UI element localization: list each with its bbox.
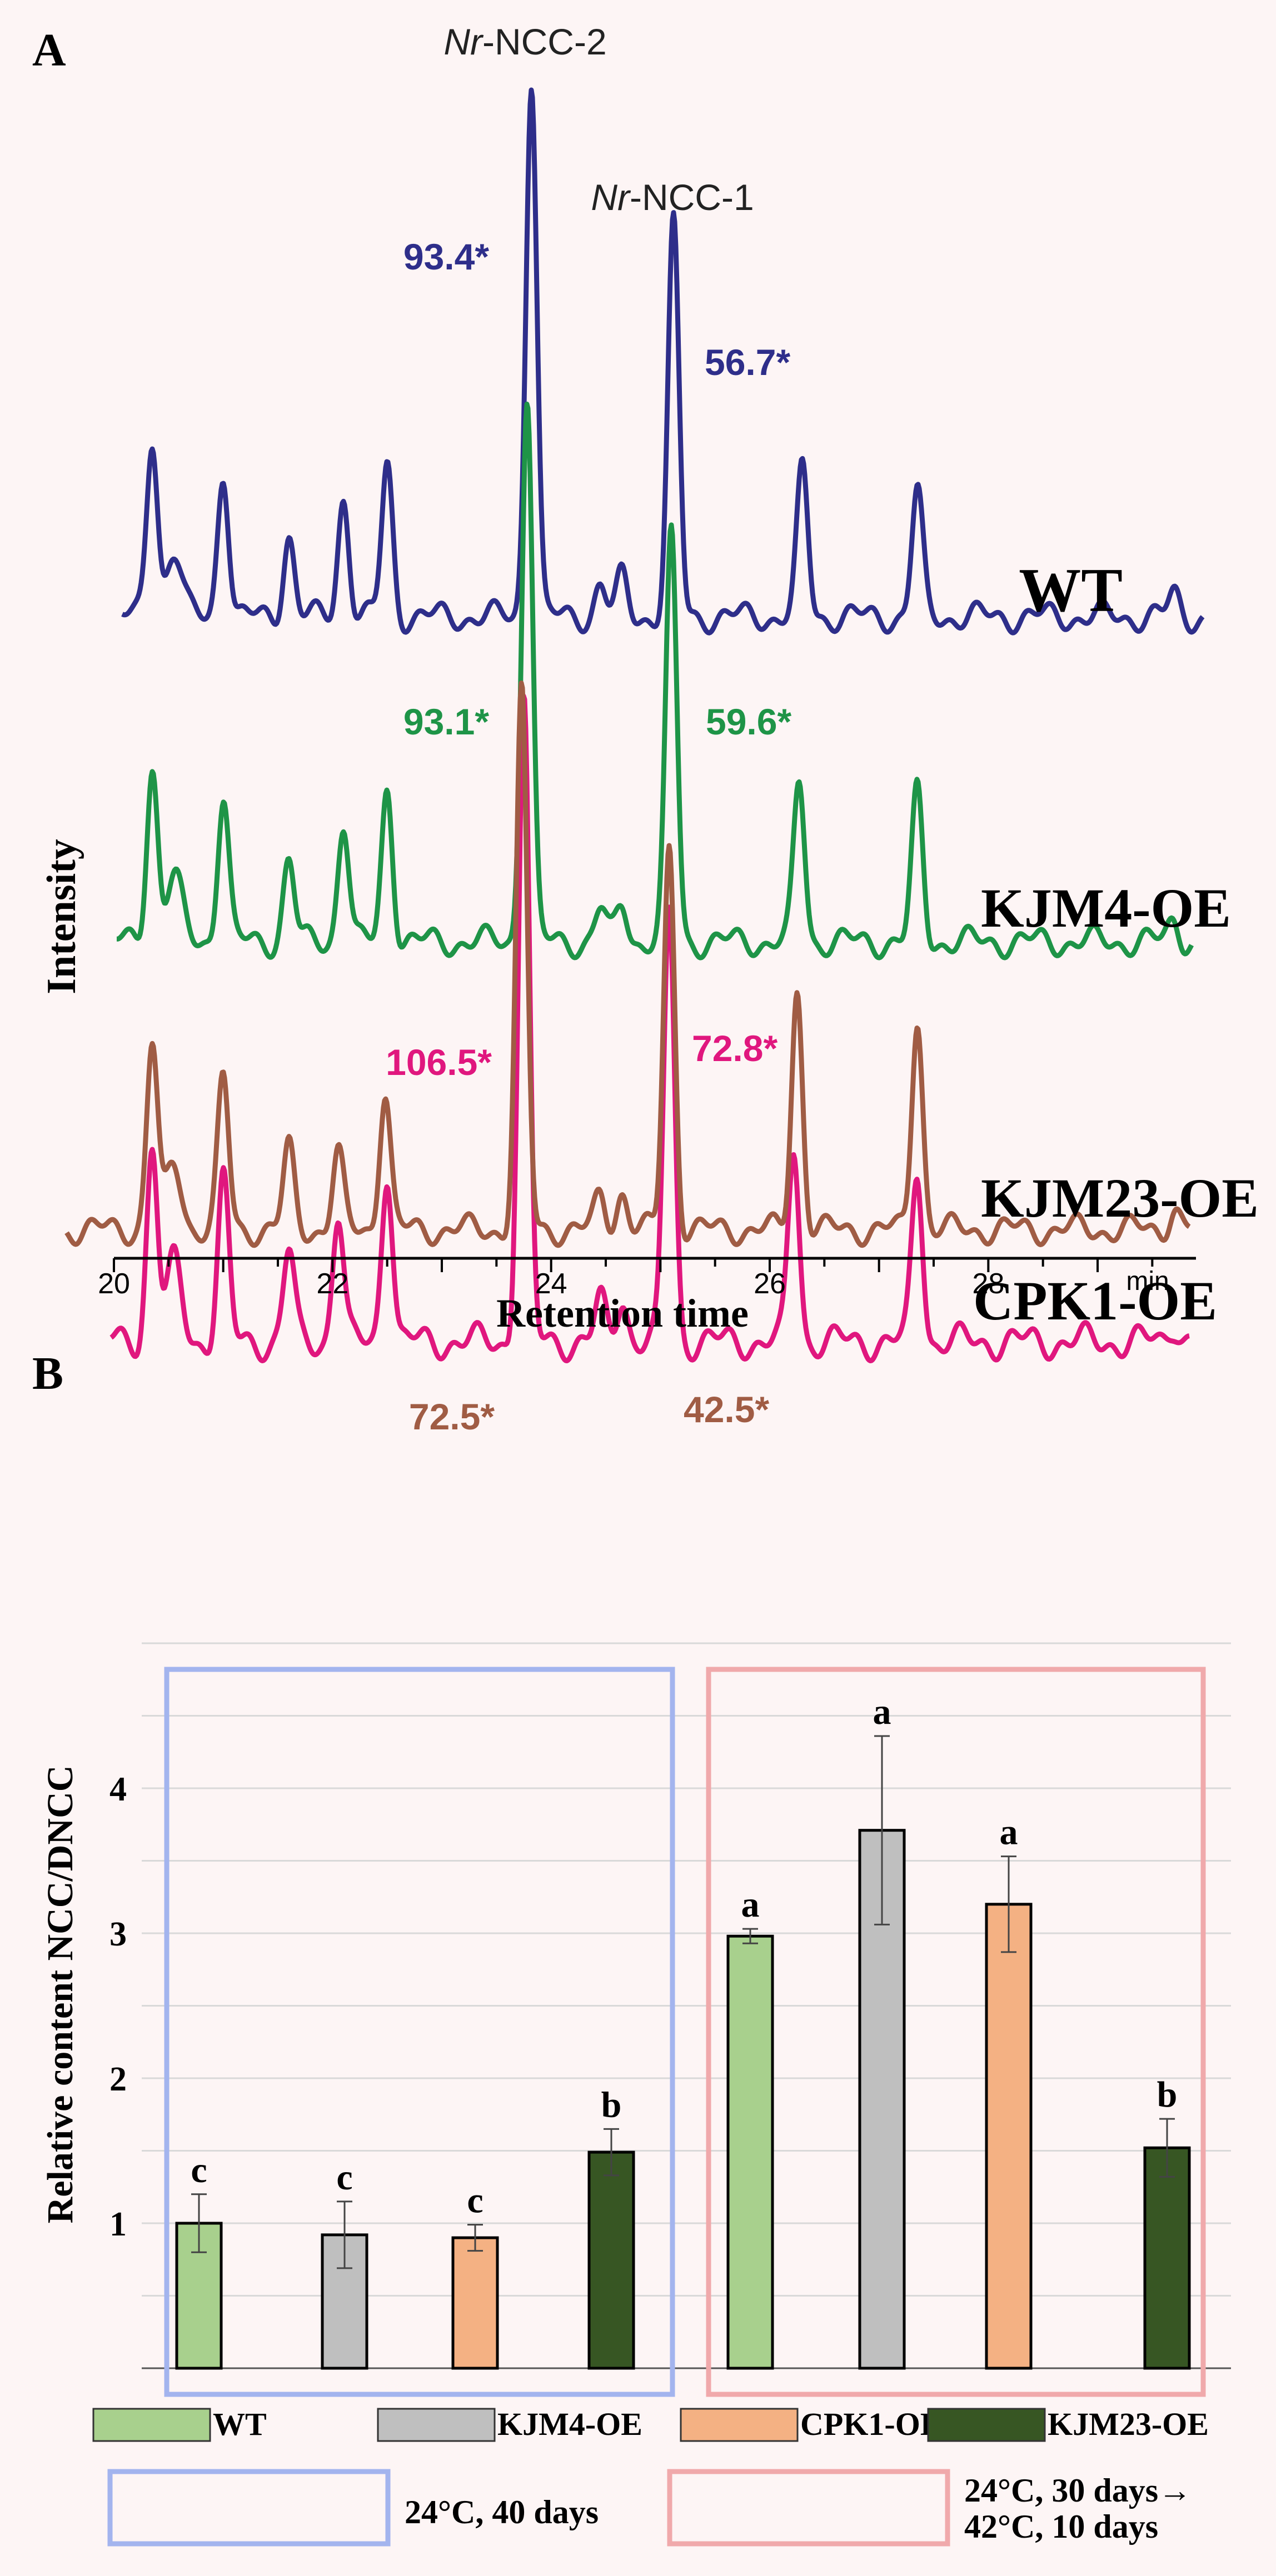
panel-b-ytick-3: 3 (109, 1915, 127, 1953)
legend-swatch-cpk1-oe (680, 2408, 799, 2442)
legend-box-42c (667, 2469, 950, 2547)
significance-letter: c (467, 2180, 483, 2221)
trace-kjm4-oe (115, 402, 1194, 961)
significance-letter: c (336, 2157, 352, 2198)
bar-kjm23-oe-group-2 (1143, 2146, 1191, 2370)
panel-a-ylabel: Intensity (39, 839, 84, 994)
group-box-42c (706, 1667, 1206, 2397)
panel-a-label: A (32, 24, 66, 76)
legend-swatch-kjm4-oe (377, 2408, 496, 2442)
significance-letter: c (191, 2150, 207, 2190)
panel-b-ytick-2: 2 (109, 2060, 127, 2098)
peak-label-wt-ncc1: 56.7* (705, 342, 790, 383)
trace-name-kjm4-oe: KJM4-OE (981, 877, 1231, 939)
legend-swatch-wt (92, 2408, 211, 2442)
bar-kjm23-oe-group-1 (587, 2150, 635, 2370)
significance-letter: b (1157, 2074, 1178, 2115)
panel-b-gridlines (142, 1642, 1231, 2297)
peak-label-kjm4-ncc1: 59.6* (706, 701, 791, 742)
peak-name-ncc2-italic: Nr (443, 21, 484, 62)
trace-wt (121, 87, 1205, 636)
panel-b-ytick-1: 1 (109, 2205, 127, 2243)
group-box-24c (164, 1667, 675, 2397)
peak-name-ncc2-rest: -NCC-2 (482, 21, 607, 62)
legend-label-kjm4-oe: KJM4-OE (497, 2406, 642, 2442)
panel-b-ylabel: Relative content NCC/DNCC (40, 1765, 81, 2224)
peak-label-kjm4-ncc2: 93.1* (403, 701, 489, 742)
peak-label-wt-ncc2: 93.4* (403, 236, 489, 277)
bar-wt-group-2 (726, 1934, 774, 2370)
peak-name-ncc2: Nr-NCC-2 (443, 21, 606, 62)
legend-label-kjm23-oe: KJM23-OE (1048, 2406, 1209, 2442)
panel-a-xtick-20: 20 (98, 1268, 130, 1300)
peak-name-ncc1-rest: -NCC-1 (630, 177, 754, 218)
panel-a-xtick-26: 26 (754, 1268, 786, 1300)
significance-letter: a (741, 1884, 760, 1925)
panel-a-ticks (113, 1258, 1154, 1272)
peak-name-ncc1: Nr-NCC-1 (591, 177, 754, 218)
panel-a-xtick-24: 24 (535, 1268, 567, 1300)
legend-label-wt: WT (213, 2406, 267, 2442)
peak-name-ncc1-italic: Nr (591, 177, 631, 218)
panel-b-ytick-4: 4 (109, 1770, 127, 1808)
panel-a-xtick-28: 28 (972, 1268, 1004, 1300)
trace-name-cpk1-oe: CPK1-OE (973, 1270, 1217, 1332)
panel-b-bars: c c c b a a a b (175, 1692, 1191, 2370)
peak-label-kjm23-ncc2: 72.5* (409, 1396, 495, 1437)
peak-label-cpk1-ncc2: 106.5* (386, 1042, 492, 1083)
panel-a-xlabel: Retention time (496, 1291, 749, 1335)
legend-label-cpk1-oe: CPK1-OE (800, 2406, 942, 2442)
significance-letter: b (601, 2084, 622, 2125)
panel-a-x-unit: min (1126, 1267, 1169, 1296)
legend-condition-42c-line1: 24°C, 30 days→ (964, 2472, 1192, 2509)
legend-condition-24c: 24°C, 40 days (405, 2494, 599, 2530)
trace-name-kjm23-oe: KJM23-OE (981, 1167, 1259, 1229)
legend-swatch-kjm23-oe (927, 2408, 1046, 2442)
significance-letter: a (873, 1692, 891, 1732)
trace-kjm23-oe (64, 681, 1191, 1248)
trace-name-wt: WT (1019, 556, 1123, 625)
legend-condition-42c-line2: 42°C, 10 days (964, 2508, 1158, 2545)
peak-label-kjm23-ncc1: 42.5* (684, 1389, 769, 1430)
legend-box-24c (107, 2469, 391, 2547)
bar-cpk1-oe-group-2 (985, 1903, 1033, 2370)
significance-letter: a (1000, 1812, 1018, 1853)
panel-b-label: B (32, 1348, 63, 1399)
panel-a-xtick-22: 22 (316, 1268, 348, 1300)
peak-label-cpk1-ncc1: 72.8* (692, 1028, 777, 1069)
bar-cpk1-oe-group-1 (451, 2236, 499, 2370)
trace-cpk1-oe (109, 693, 1191, 1363)
